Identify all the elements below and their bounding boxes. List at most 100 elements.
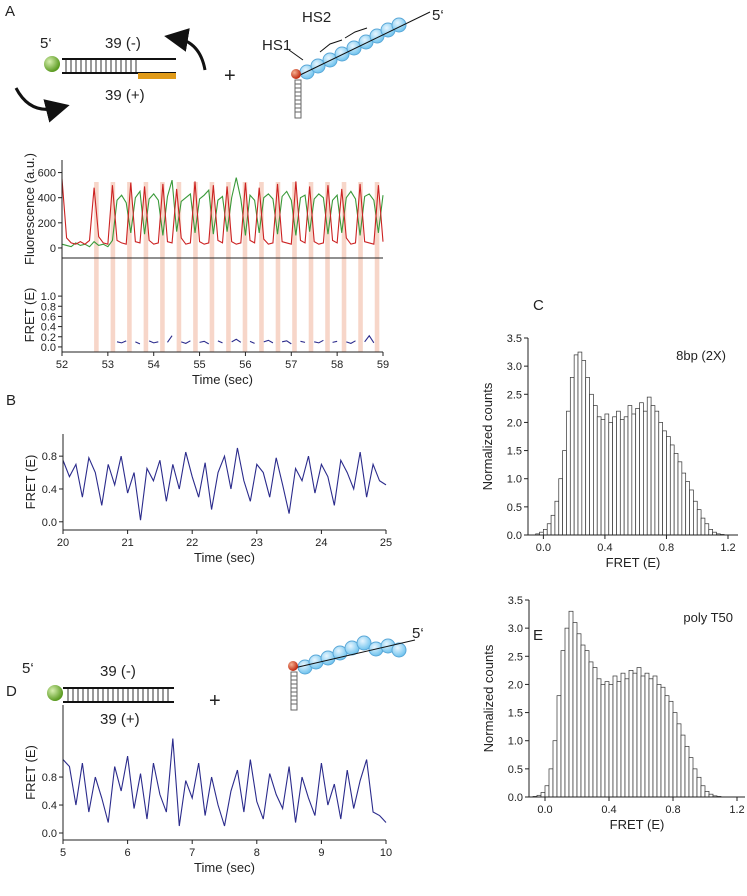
histogram-bar [593,405,598,536]
y-tick-label: 2.5 [508,651,523,663]
x-tick-label: 57 [285,359,297,371]
y-tick-label: 2.0 [507,417,522,429]
histogram-bar [643,410,648,536]
excitation-stripe [308,182,314,352]
x-tick-label: 0.0 [536,542,551,554]
arrow [164,28,207,71]
histogram-bar [636,667,642,798]
fluorophore [47,685,63,701]
histogram-bar [604,681,610,798]
panel-label: B [6,392,16,409]
x-tick-label: 9 [318,847,324,859]
x-tick-label: 53 [102,359,114,371]
histogram-bar [569,377,575,536]
annotation: poly T50 [683,610,733,625]
x-tick-label: 20 [57,537,69,549]
histogram-bar [600,684,606,798]
histogram-bar [662,430,667,536]
histogram-bar [648,678,654,798]
histogram-bar [556,695,562,798]
histogram-bar [544,785,550,798]
excitation-stripe [193,182,198,352]
histogram-bar [540,792,546,798]
y-tick-label: 1.0 [508,736,523,748]
histogram-bar [612,416,617,536]
excitation-stripe [143,182,149,352]
x-tick-label: 24 [315,537,327,549]
y-axis-label: FRET (E) [22,288,37,343]
histogram-bar [580,644,586,798]
histogram-bar [564,627,570,798]
y-tick-label: 0.8 [42,772,57,784]
histogram-bar [581,360,587,536]
panel-label: A [5,3,15,20]
y-axis-label: Normalized counts [481,644,496,752]
label: 39 (+) [100,711,140,728]
base-pairs [65,60,137,72]
histogram-bar [650,405,656,536]
ssdna [297,11,431,77]
x-tick-label: 55 [193,359,205,371]
y-tick-label: 2.0 [508,679,523,691]
histogram-bar [558,478,563,536]
x-axis-label: FRET (E) [610,817,665,832]
x-tick-label: 7 [189,847,195,859]
plus: + [224,65,236,87]
histogram-bar [654,410,660,536]
histogram-bar [548,768,554,798]
y-tick-label: 0.2 [41,332,56,344]
stem-rungs [291,675,297,705]
histogram-bar [600,419,606,536]
trace [62,738,387,827]
y-tick-label: 1.0 [507,474,522,486]
histogram-bar [592,667,598,798]
trace [61,177,384,248]
label: 5‘ [412,625,424,642]
acceptor [288,661,298,671]
excitation-stripe [325,182,330,352]
excitation-stripe [292,182,297,352]
label: 5‘ [432,7,444,24]
histogram-bar [696,509,702,536]
excitation-stripe [94,182,99,352]
histogram-bar [546,523,552,536]
x-tick-label: 0.8 [659,542,674,554]
label: 39 (+) [105,87,145,104]
y-tick-label: 3.0 [508,623,523,635]
x-tick-label: 52 [56,359,68,371]
protein-chain [297,635,407,675]
histogram-bar [680,734,686,798]
histogram-bar [639,402,644,536]
histogram-bar [562,450,567,536]
x-tick-label: 54 [148,359,160,371]
histogram-bar [560,650,566,798]
x-tick-label: 21 [121,537,133,549]
y-tick-label: 0.4 [42,484,57,496]
histogram-bar [632,672,638,798]
histogram-bar [646,396,652,536]
histogram-bar [696,776,702,798]
label: HS1 [262,37,291,54]
y-tick-label: 0 [50,243,56,255]
histogram-bar [684,745,690,798]
y-axis-label: Fluorescence (a.u.) [22,153,37,265]
histogram-bar [596,678,602,798]
y-tick-label: 600 [38,168,56,180]
trace [61,178,384,245]
x-axis-label: Time (sec) [194,550,255,565]
diagram-d: 5‘ 39 (-) 39 (+) + 5‘ [22,625,424,728]
histogram-bar [689,489,694,536]
excitation-stripe [374,182,380,352]
arrow [14,87,70,123]
plus: + [209,690,221,712]
y-tick-label: 0.5 [508,764,523,776]
y-axis-label: FRET (E) [23,745,38,800]
histogram-bar [620,672,626,798]
panel-label: D [6,683,17,700]
histogram-bar [616,681,622,798]
y-tick-label: 0.0 [508,792,523,804]
excitation-stripe [127,182,132,352]
histogram-bar [700,785,706,798]
y-tick-label: 0.6 [41,311,56,323]
